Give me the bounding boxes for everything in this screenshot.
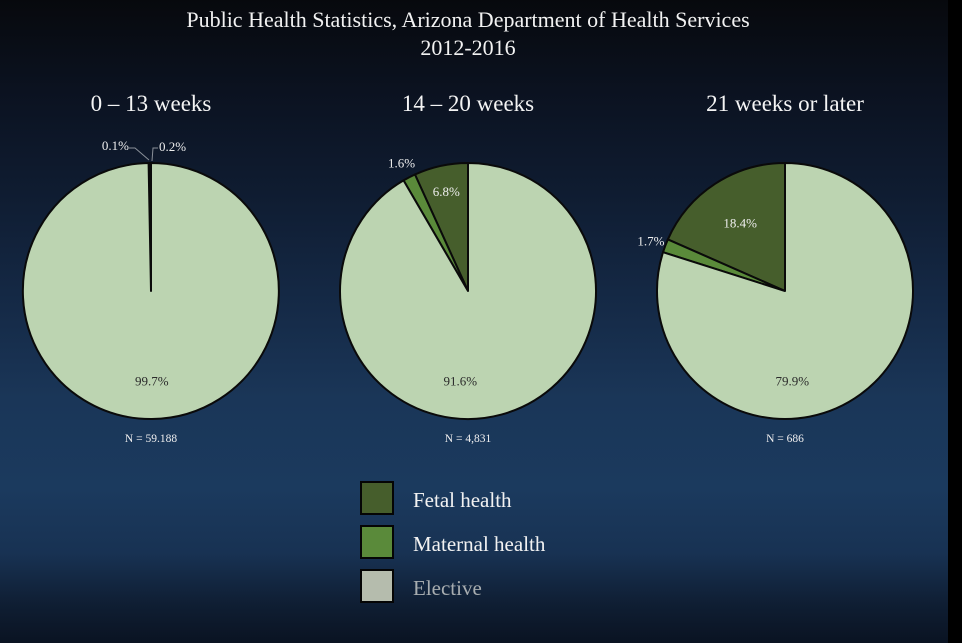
pie-0-13-weeks: 0 – 13 weeks 0.2% 0.1% 99.7% N = 59.188: [21, 91, 280, 445]
legend-swatch-elective: [360, 569, 394, 603]
data-label-elective: 91.6%: [444, 373, 478, 388]
legend-label-fetal-health: Fetal health: [413, 488, 512, 512]
legend-item-fetal-health: Fetal health: [360, 481, 512, 515]
sample-size-label: N = 686: [766, 433, 804, 445]
chart-subtitle: 2012-2016: [420, 35, 516, 60]
chart-title: Public Health Statistics, Arizona Depart…: [186, 7, 750, 32]
legend-label-elective: Elective: [413, 576, 482, 600]
leader-line-fetal: [151, 147, 158, 162]
right-edge-bar: [948, 0, 962, 643]
legend-item-elective: Elective: [360, 569, 482, 603]
data-label-elective: 79.9%: [776, 373, 810, 388]
legend-swatch-fetal-health: [360, 481, 394, 515]
legend-item-maternal-health: Maternal health: [360, 525, 546, 559]
pie-slice-elective: [339, 162, 597, 420]
legend-label-maternal-health: Maternal health: [413, 532, 546, 556]
data-label-maternal-health: 1.7%: [637, 233, 664, 248]
pie-title: 0 – 13 weeks: [91, 91, 212, 116]
leader-line-maternal: [129, 147, 150, 161]
pie-14-20-weeks: 14 – 20 weeks 6.8% 1.6% 91.6% N = 4,831: [339, 91, 597, 445]
sample-size-label: N = 59.188: [125, 433, 177, 445]
pie-slice-elective: [21, 162, 280, 420]
data-label-fetal-health: 6.8%: [433, 184, 460, 199]
data-label-fetal-health: 0.2%: [159, 139, 186, 154]
sample-size-label: N = 4,831: [445, 433, 492, 445]
pie-title: 21 weeks or later: [706, 91, 864, 116]
data-label-fetal-health: 18.4%: [723, 215, 757, 230]
legend-swatch-maternal-health: [360, 525, 394, 559]
pie-21-weeks-or-later: 21 weeks or later 18.4% 1.7% 79.9% N = 686: [637, 91, 914, 445]
pie-slice-elective: [656, 162, 914, 420]
data-label-maternal-health: 1.6%: [388, 156, 415, 171]
pie-title: 14 – 20 weeks: [402, 91, 534, 116]
data-label-maternal-health: 0.1%: [102, 138, 129, 153]
data-label-elective: 99.7%: [135, 374, 169, 389]
legend: Fetal health Maternal health Elective: [360, 481, 546, 603]
pie-slice-fetal-health: [666, 162, 786, 292]
